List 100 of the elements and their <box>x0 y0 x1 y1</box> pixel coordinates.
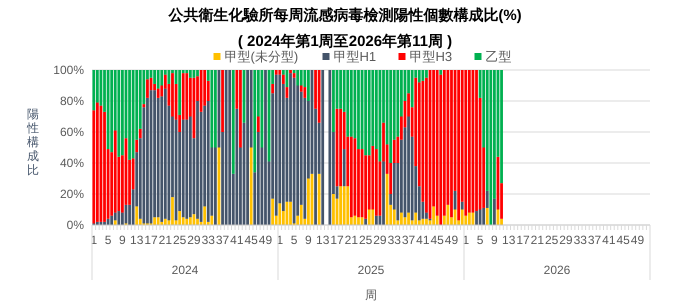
y-axis-title: 陽性構成比 <box>26 107 39 177</box>
x-tick-label: 13 <box>502 233 516 247</box>
bar <box>192 70 196 78</box>
x-tick-label: 49 <box>444 233 458 247</box>
bar <box>428 70 432 219</box>
bar <box>132 70 135 158</box>
bar <box>114 212 117 220</box>
bar <box>196 70 199 76</box>
bar <box>214 148 217 225</box>
x-tick-label: 21 <box>530 233 544 247</box>
bar <box>457 70 460 220</box>
bar <box>188 116 192 218</box>
bar <box>360 149 364 218</box>
bar <box>106 70 110 150</box>
bar <box>386 174 388 225</box>
bar <box>389 70 392 163</box>
bar <box>336 108 338 186</box>
bar <box>253 70 256 172</box>
bar <box>468 70 471 213</box>
x-tick-label: 17 <box>330 233 344 247</box>
bar <box>192 214 196 225</box>
x-tick-label: 17 <box>516 233 530 247</box>
x-tick-label: 37 <box>588 233 602 247</box>
bar <box>178 70 182 115</box>
x-tick-label: 33 <box>202 233 216 247</box>
x-tick-label: 49 <box>258 233 272 247</box>
x-tick-label: 29 <box>373 233 387 247</box>
bar <box>256 116 260 132</box>
bar <box>260 70 264 148</box>
bar <box>117 70 120 157</box>
bar <box>206 101 210 222</box>
x-tick-label: 17 <box>144 233 158 247</box>
bar <box>425 218 428 225</box>
bar <box>360 217 364 225</box>
bar <box>374 149 378 216</box>
x-tick-label: 13 <box>130 233 144 247</box>
x-tick-label: 9 <box>119 233 126 247</box>
x-tick-label: 5 <box>290 233 298 247</box>
x-tick-label: 33 <box>574 233 588 247</box>
bar <box>185 73 188 120</box>
bar <box>146 79 149 98</box>
legend-label: 甲型H1 <box>334 49 376 64</box>
x-tick-label: 21 <box>158 233 172 247</box>
y-tick-label: 0% <box>66 218 84 232</box>
bar <box>242 70 246 123</box>
bar <box>153 217 156 225</box>
bar <box>374 216 378 225</box>
bar <box>446 204 450 225</box>
bar <box>493 198 496 225</box>
bar <box>286 70 288 88</box>
x-tick-label: 45 <box>616 233 630 247</box>
bar <box>354 216 356 225</box>
bar <box>271 198 274 225</box>
bar <box>221 70 224 132</box>
bar <box>171 197 174 225</box>
bar <box>246 70 249 225</box>
x-tick-label: 5 <box>104 233 112 247</box>
x-axis-title: 周 <box>365 288 377 302</box>
bar <box>339 186 342 225</box>
bar <box>239 70 242 148</box>
bar <box>168 70 170 84</box>
bar <box>407 212 410 225</box>
bar <box>289 202 292 225</box>
x-tick-label: 41 <box>602 233 616 247</box>
bar <box>300 70 303 86</box>
bar <box>150 90 152 224</box>
x-tick-label: 41 <box>416 233 430 247</box>
legend-label: 乙型 <box>486 49 512 64</box>
x-tick-label: 29 <box>187 233 201 247</box>
bar <box>421 70 424 81</box>
bar <box>210 70 214 148</box>
bar <box>121 70 124 156</box>
bar <box>271 84 274 94</box>
bar <box>450 70 453 218</box>
bar <box>382 161 385 225</box>
bar <box>468 212 471 225</box>
bar <box>235 108 238 225</box>
x-tick-label: 45 <box>244 233 258 247</box>
bar <box>478 210 482 225</box>
bar <box>421 218 424 225</box>
bar <box>357 70 360 150</box>
x-tick-label: 5 <box>476 233 484 247</box>
bar <box>418 70 421 82</box>
bar <box>282 74 285 84</box>
bar <box>289 70 292 74</box>
bar <box>350 136 353 218</box>
text: 2025 <box>358 263 385 277</box>
bar <box>425 70 428 78</box>
bar <box>178 211 182 225</box>
bar <box>410 70 414 108</box>
bar <box>196 101 199 219</box>
x-tick-label: 25 <box>172 233 187 247</box>
legend-label: 甲型(未分型) <box>224 49 298 64</box>
x-tick-label: 37 <box>402 233 416 247</box>
bar <box>188 70 192 78</box>
bar <box>342 149 346 186</box>
bar <box>218 148 220 225</box>
bar <box>378 70 382 162</box>
bar <box>500 70 503 184</box>
y-tick-label: 60% <box>60 125 84 139</box>
